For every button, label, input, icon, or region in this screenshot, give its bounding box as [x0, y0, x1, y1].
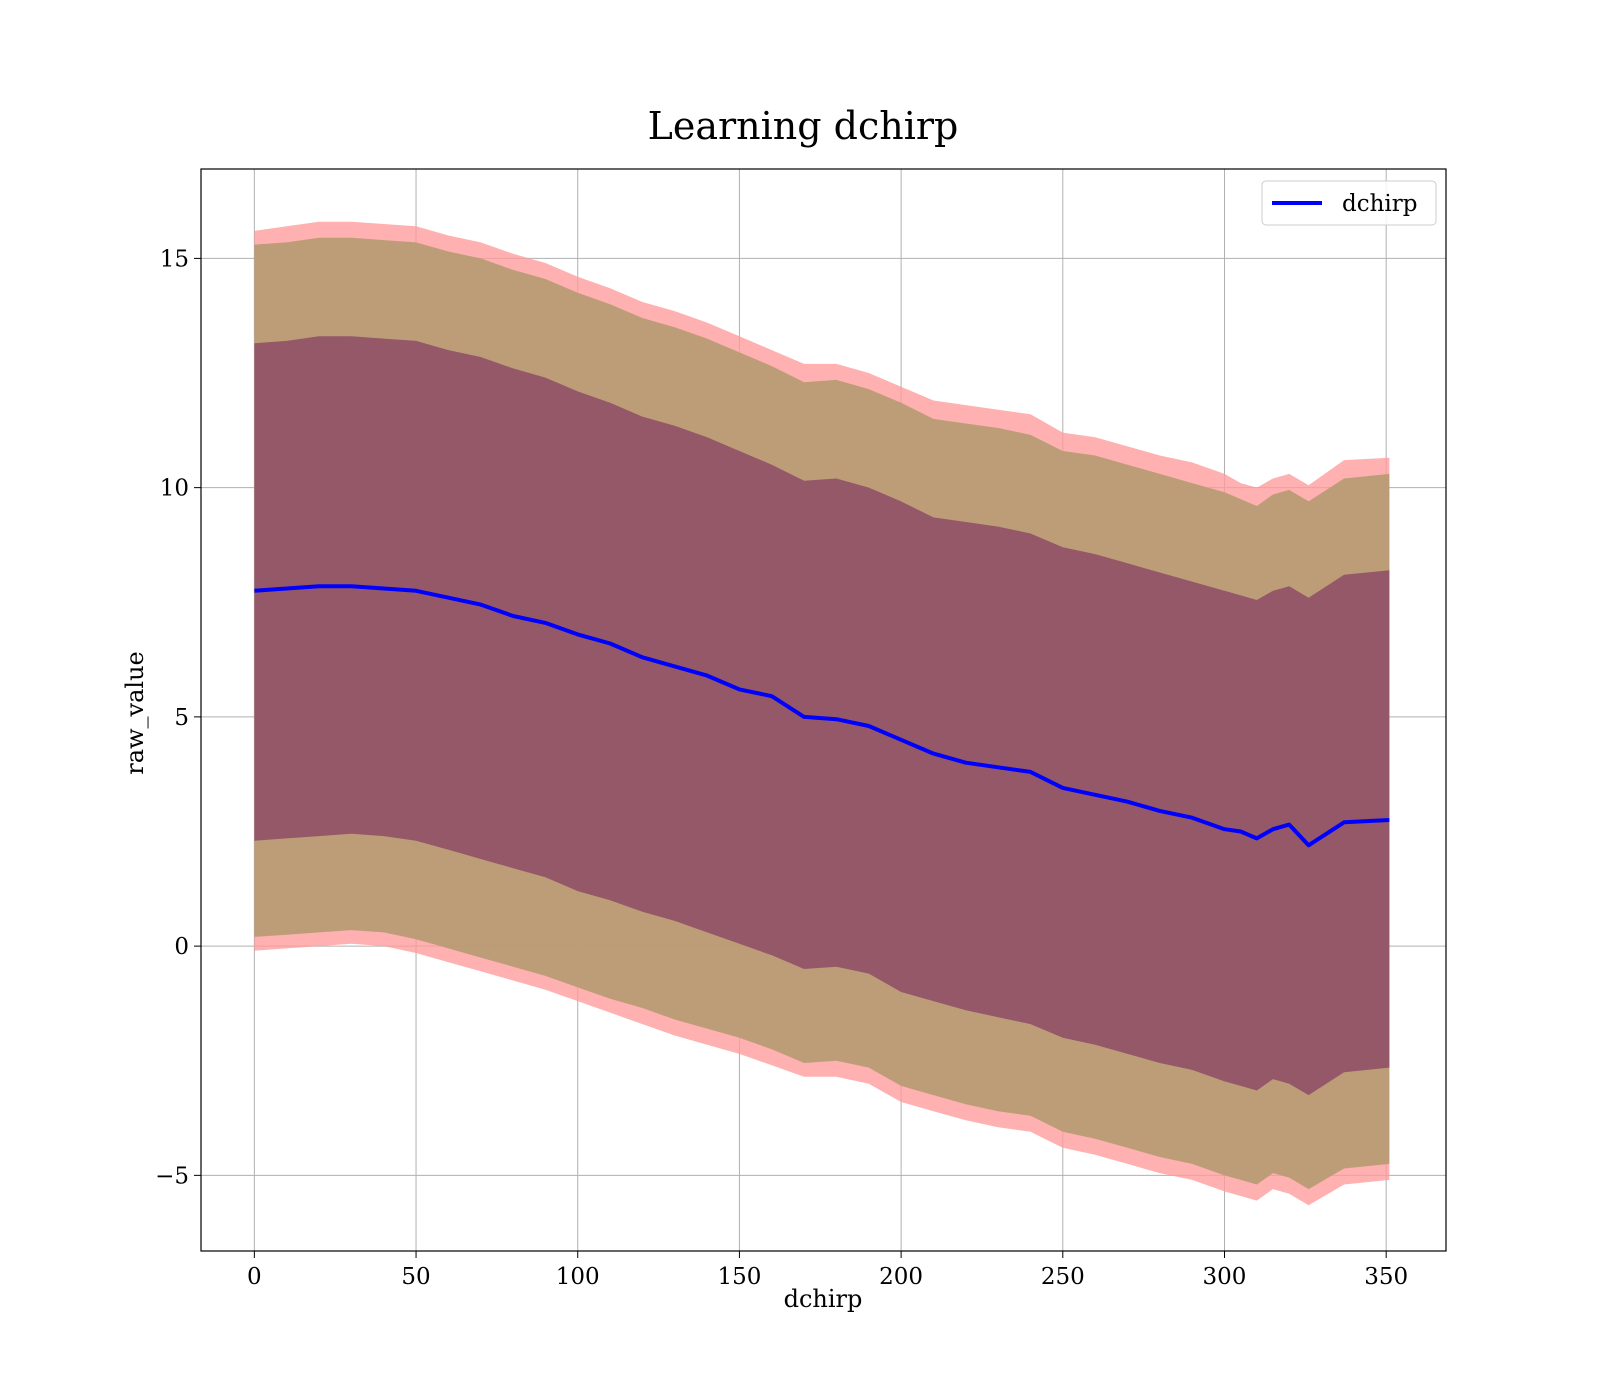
x-tick-label: 350: [1364, 1264, 1408, 1290]
x-tick-label: 250: [1041, 1264, 1085, 1290]
series-lines: [254, 584, 1390, 848]
x-tick-label: 200: [879, 1264, 923, 1290]
legend-label: dchirp: [1342, 191, 1418, 217]
x-axis-label: dchirp: [784, 1285, 863, 1313]
y-tick-label: 10: [160, 476, 189, 502]
legend: dchirp: [1261, 180, 1437, 226]
y-tick-label: 0: [174, 934, 189, 960]
x-tick-label: 50: [401, 1264, 430, 1290]
x-tick-label: 300: [1203, 1264, 1247, 1290]
axis-ticks: 0 50 100 150 200 250 300 350 −5 0 5 10 15: [155, 246, 1408, 1290]
y-tick-label: 15: [160, 246, 189, 272]
y-tick-label: −5: [155, 1163, 189, 1189]
x-tick-label: 100: [556, 1264, 600, 1290]
chart-title: Learning dchirp: [648, 104, 959, 148]
y-axis-label: raw_value: [121, 651, 149, 775]
legend-box: [1261, 180, 1437, 226]
plot-frame: [200, 168, 1447, 1252]
series-line-dchirp: [254, 584, 1390, 848]
confidence-bands: [254, 221, 1390, 1206]
y-tick-label: 5: [174, 705, 189, 731]
x-tick-label: 150: [717, 1264, 761, 1290]
x-tick-label: 0: [247, 1264, 262, 1290]
band-inner: [254, 336, 1390, 1096]
